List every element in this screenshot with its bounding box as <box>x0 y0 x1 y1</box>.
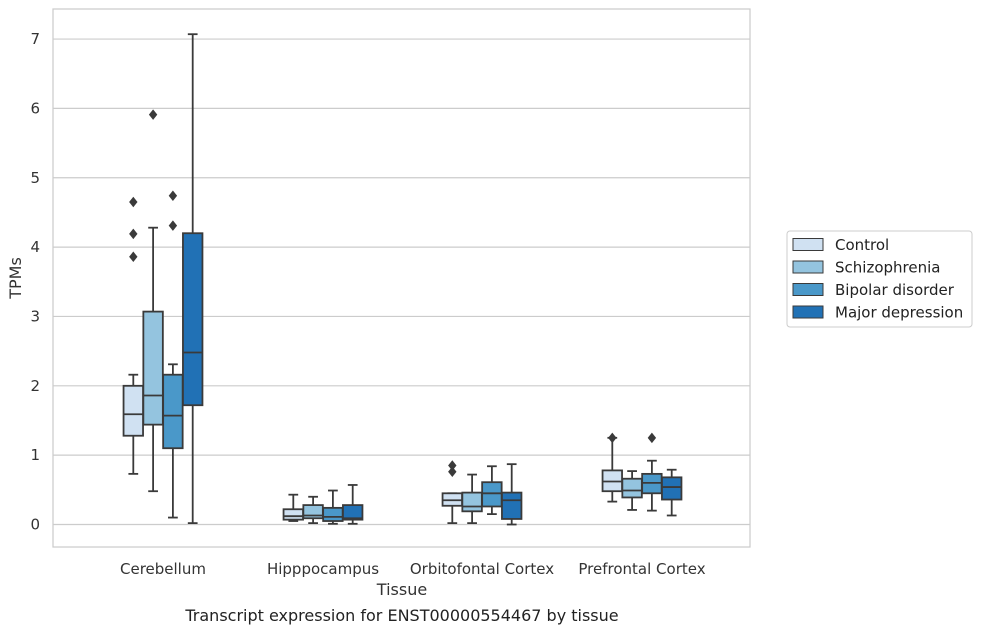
box-control <box>441 460 463 525</box>
box-iqr <box>342 504 364 521</box>
box-iqr <box>162 373 184 450</box>
outlier-point <box>129 251 138 263</box>
plot-area-frame <box>52 8 751 548</box>
box-bipolar-disorder <box>322 489 344 525</box>
x-tick-labels: Cerebellum Hipppocampus Orbitofontal Corte… <box>120 560 706 578</box>
outlier-point <box>148 109 158 120</box>
legend-label: Bipolar disorder <box>835 281 955 299</box>
outlier-point <box>608 432 617 444</box>
y-tick-label: 7 <box>30 30 40 48</box>
legend-swatch <box>792 260 824 274</box>
legend-swatch <box>792 283 824 296</box>
box-control <box>282 493 304 522</box>
y-tick-label: 3 <box>30 307 40 325</box>
box-bipolar-disorder <box>481 465 503 515</box>
outlier-point <box>647 432 657 444</box>
box-schizophrenia <box>142 109 164 493</box>
box-iqr <box>501 491 523 520</box>
box-major-depression <box>342 484 364 525</box>
x-tick-label: Prefrontal Cortex <box>578 560 705 578</box>
y-tick-label: 6 <box>30 99 40 117</box>
box-control <box>122 196 144 475</box>
box-iqr <box>481 481 503 508</box>
outlier-point <box>129 228 138 240</box>
box-iqr <box>661 476 683 501</box>
box-schizophrenia <box>621 470 643 511</box>
grid-lines <box>53 38 750 526</box>
chart-caption: Transcript expression for ENST0000055446… <box>184 606 618 625</box>
x-tick-label: Cerebellum <box>120 560 206 578</box>
box-schizophrenia <box>461 473 483 525</box>
legend-label: Control <box>835 236 889 254</box>
box-major-depression <box>661 468 683 517</box>
box-control <box>601 432 623 503</box>
x-tick-label: Hipppocampus <box>267 560 379 578</box>
box-iqr <box>142 310 164 426</box>
outlier-point <box>168 220 178 231</box>
outlier-point <box>448 460 457 471</box>
box-iqr <box>621 477 643 499</box>
box-bipolar-disorder <box>162 190 184 519</box>
y-tick-labels: 0 1 2 3 4 5 6 7 <box>30 30 40 533</box>
box-major-depression <box>182 33 204 525</box>
legend-swatch <box>792 238 824 251</box>
box-iqr <box>322 506 344 522</box>
y-tick-label: 0 <box>30 516 40 534</box>
box-iqr <box>282 508 304 521</box>
box-major-depression <box>501 463 523 526</box>
box-groups <box>122 33 683 526</box>
box-iqr <box>122 384 144 437</box>
box-iqr <box>461 491 483 513</box>
box-schizophrenia <box>302 495 324 525</box>
outlier-point <box>168 190 178 202</box>
box-bipolar-disorder <box>641 432 663 512</box>
box-iqr <box>182 232 204 407</box>
outlier-point <box>448 466 457 478</box>
legend: Control Schizophrenia Bipolar disorder Majo… <box>786 230 973 328</box>
y-tick-label: 5 <box>30 169 40 187</box>
y-tick-label: 2 <box>30 377 40 395</box>
legend-frame <box>786 230 973 328</box>
legend-swatch <box>792 305 824 319</box>
x-tick-label: Orbitofontal Cortex <box>410 560 554 578</box>
y-axis-label: TPMs <box>6 257 25 300</box>
legend-label: Schizophrenia <box>835 259 940 277</box>
legend-label: Major depression <box>835 304 963 322</box>
y-tick-label: 1 <box>30 446 40 464</box>
y-tick-label: 4 <box>30 238 40 256</box>
outlier-point <box>129 196 138 208</box>
x-axis-label: Tissue <box>376 580 427 599</box>
